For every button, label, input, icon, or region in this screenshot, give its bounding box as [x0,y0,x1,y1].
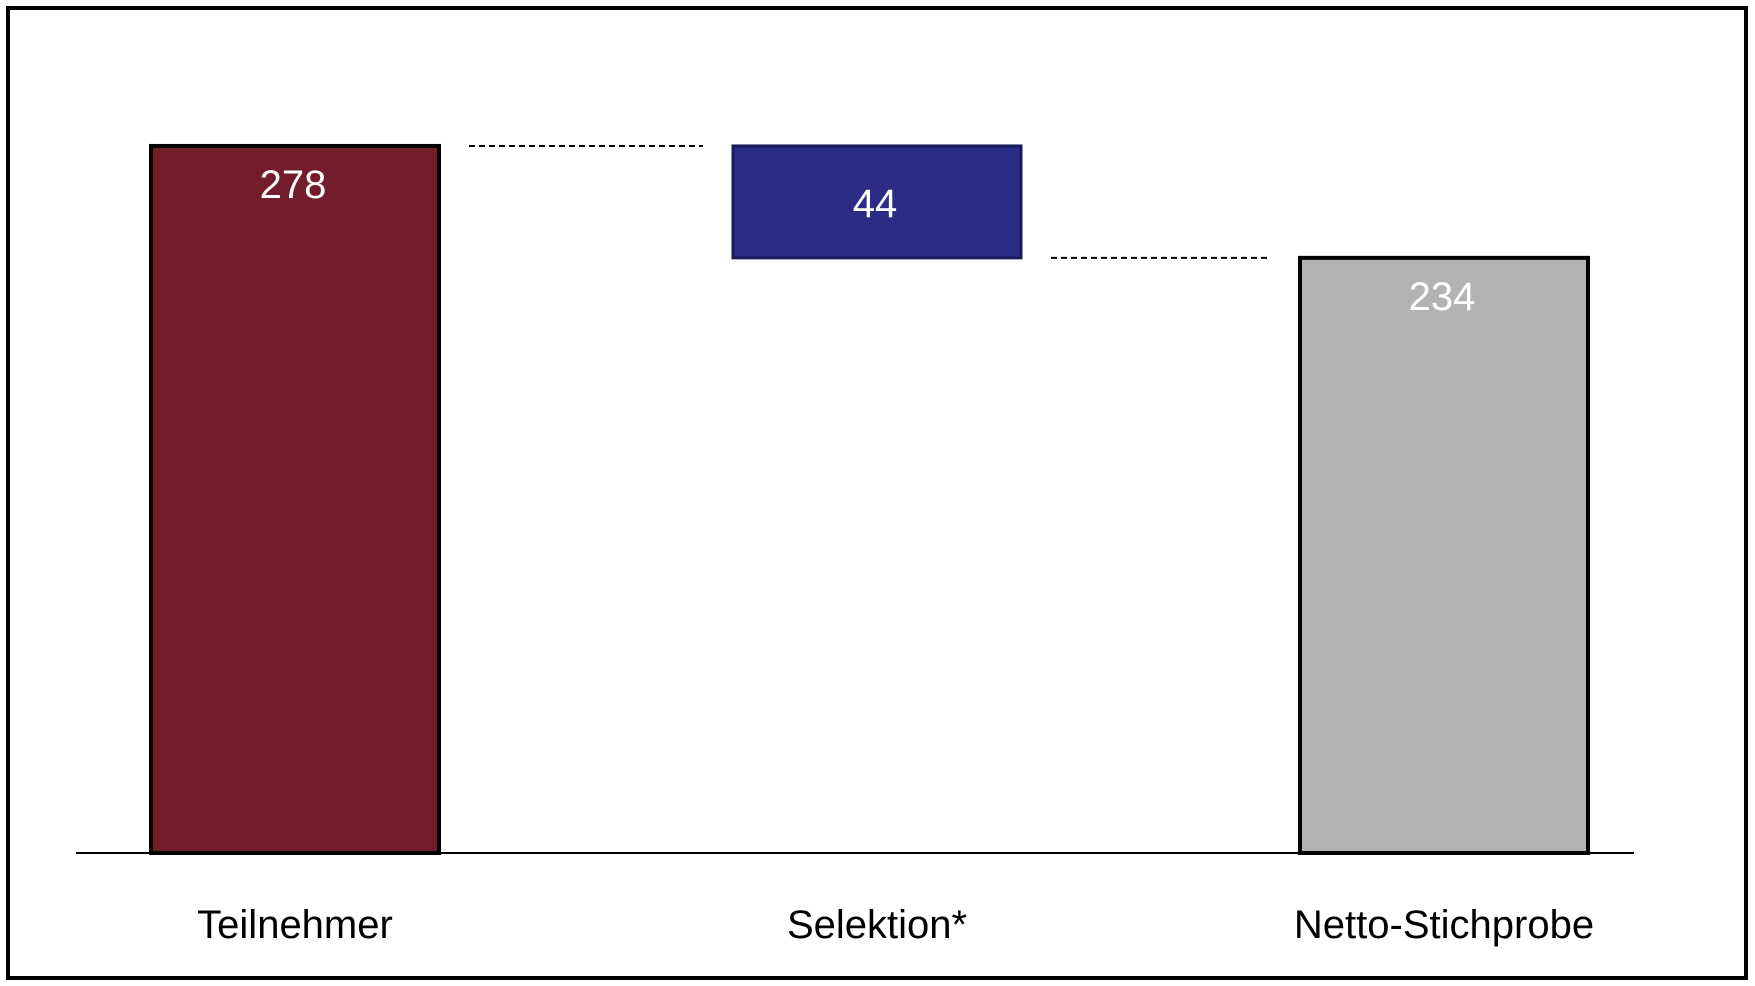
category-label-selektion: Selektion* [787,903,967,947]
category-label-netto-stichprobe: Netto-Stichprobe [1294,903,1594,947]
bars-group [149,143,1590,856]
value-label-selektion: 44 [853,182,898,226]
bar-selektion [731,144,1023,260]
connector-lines [469,144,1270,259]
value-label-teilnehmer: 278 [260,163,327,207]
bar-netto-stichprobe [1298,255,1590,855]
category-label-teilnehmer: Teilnehmer [197,903,393,947]
bar-teilnehmer [149,143,441,856]
value-labels-group: 278 44 234 [260,163,1476,319]
value-label-netto-stichprobe: 234 [1409,275,1476,319]
category-labels-group: Teilnehmer Selektion* Netto-Stichprobe [197,903,1594,947]
